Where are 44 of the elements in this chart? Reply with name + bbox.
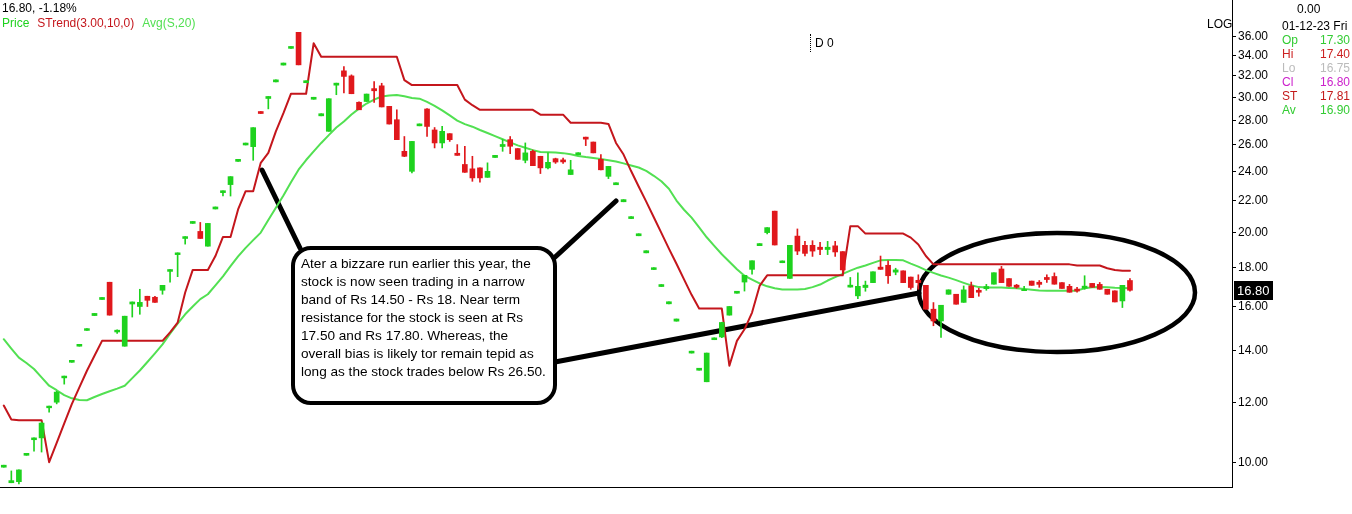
candlestick — [137, 288, 143, 315]
text: Hi — [1282, 47, 1294, 61]
y-tick-label: 24.00 — [1238, 163, 1269, 178]
text: 17.40 — [1320, 47, 1351, 61]
annotation: D 0 — [810, 34, 834, 52]
y-tick-label: 10.00 — [1238, 455, 1269, 470]
candlestick — [167, 269, 173, 283]
text: 16.80 — [1320, 75, 1351, 89]
candlestick — [341, 66, 347, 94]
candlestick — [454, 144, 461, 156]
y-tick-label: 32.00 — [1238, 68, 1269, 83]
candlestick — [371, 81, 377, 103]
text: Av — [1282, 103, 1296, 117]
text: Cl — [1282, 75, 1294, 89]
y-tick-label: 12.00 — [1238, 394, 1269, 409]
text: Price — [2, 16, 30, 30]
text: 16.90 — [1320, 103, 1351, 117]
y-tick-label: 14.00 — [1238, 343, 1269, 358]
text: 16.75 — [1320, 61, 1351, 75]
y-tick-label: 34.00 — [1238, 48, 1269, 63]
text: 0.00 — [1297, 2, 1321, 16]
text: 17.81 — [1320, 89, 1351, 103]
chart-title: 16.80, -1.18% — [2, 1, 77, 15]
y-tick-label: 16.00 — [1238, 298, 1269, 313]
text: STrend(3.00,10,0) — [37, 16, 135, 30]
text: 16.80 — [1234, 280, 1273, 300]
speech-bubble: Ater a bizzare run earlier this year, the stock is now seen trading in a narrow band of Rs 14.50 - Rs 18. Near term resistance for the stock is seen at Rs 17.50 and Rs 17.80. Whereas, the overall bias is likely tor remain tepid as long as the stock trades below Rs 26.50. — [291, 246, 557, 405]
y-tick-label: 36.00 — [1238, 29, 1269, 44]
candlestick — [265, 96, 272, 110]
y-tick-label: 26.00 — [1238, 137, 1269, 152]
text: 01-12-23 Fri — [1282, 19, 1348, 33]
text: Avg(S,20) — [142, 16, 196, 30]
y-tick-label: 28.00 — [1238, 112, 1269, 127]
text: ST — [1282, 89, 1298, 103]
candlestick — [817, 242, 823, 255]
text: Lo — [1282, 61, 1296, 75]
y-tick-label: 22.00 — [1238, 192, 1269, 207]
text: LOG — [1207, 17, 1233, 31]
annotation: Ater a bizzare run earlier this year, the stock is now seen trading in a narrow band of Rs 14.50 - Rs 18. Near term resistance for the stock is seen at Rs 17.50 and Rs 17.80. Whereas, the overall bias is likely tor remain tepid as long as the stock trades below Rs 26.50. — [301, 255, 547, 381]
text: 17.30 — [1320, 33, 1351, 47]
text: Op — [1282, 33, 1299, 47]
y-tick-label: 18.00 — [1238, 259, 1269, 274]
y-tick-label: 30.00 — [1238, 89, 1269, 104]
y-tick-label: 20.00 — [1238, 224, 1269, 239]
